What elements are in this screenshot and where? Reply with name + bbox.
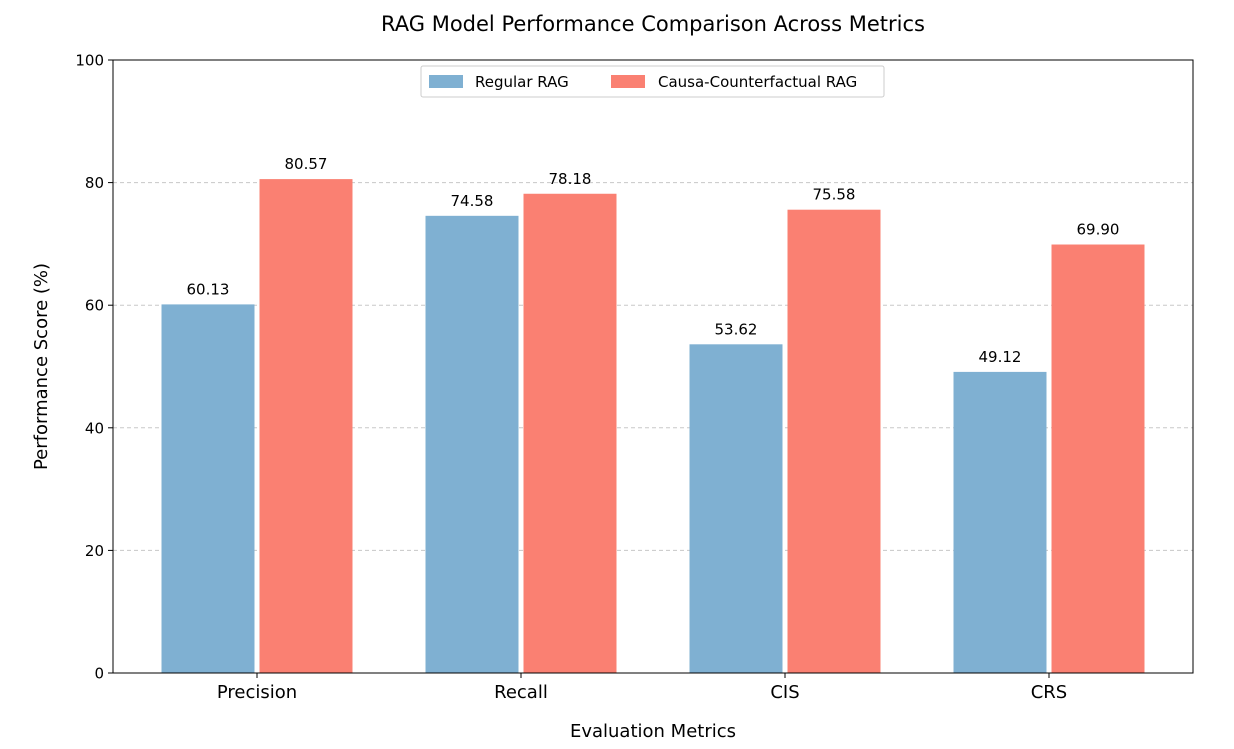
data-label-causa-counterfactual-rag-cis: 75.58: [813, 186, 856, 204]
bar-regular-rag-crs: [953, 371, 1047, 673]
x-axis-label: Evaluation Metrics: [570, 721, 736, 742]
legend-swatch-regular-rag: [429, 75, 463, 88]
bar-causa-counterfactual-rag-precision: [259, 179, 353, 673]
bars: [161, 179, 1145, 674]
legend-label-regular-rag: Regular RAG: [475, 73, 569, 91]
x-tick-label: Recall: [494, 682, 548, 703]
y-tick-label: 100: [75, 52, 104, 70]
x-tick-label: CIS: [770, 682, 799, 703]
y-tick-label: 80: [85, 174, 104, 192]
legend-swatch-causa-counterfactual-rag: [611, 75, 645, 88]
value-labels: 60.13 80.57 74.58 78.18 53.62 75.58 49.12 69.90: [187, 155, 1120, 366]
data-label-regular-rag-precision: 60.13: [187, 280, 230, 298]
data-label-causa-counterfactual-rag-precision: 80.57: [285, 155, 328, 173]
bar-regular-rag-precision: [161, 304, 255, 673]
bar-regular-rag-recall: [425, 215, 519, 674]
bar-causa-counterfactual-rag-recall: [523, 193, 617, 674]
y-tick-label: 20: [85, 542, 104, 560]
legend-label-causa-counterfactual-rag: Causa-Counterfactual RAG: [658, 73, 857, 91]
legend: Regular RAG Causa-Counterfactual RAG: [420, 65, 885, 98]
data-label-regular-rag-crs: 49.12: [979, 348, 1022, 366]
y-tick-label: 0: [94, 665, 104, 683]
data-label-regular-rag-cis: 53.62: [715, 320, 758, 338]
data-label-causa-counterfactual-rag-recall: 78.18: [549, 170, 592, 188]
y-tick-label: 40: [85, 419, 104, 437]
plot-frame: [112, 59, 1194, 674]
data-label-causa-counterfactual-rag-crs: 69.90: [1077, 221, 1120, 239]
legend-frame: [420, 65, 885, 98]
y-axis-label: Performance Score (%): [31, 263, 52, 470]
y-axis: 0 20 40 60 80 100: [75, 52, 113, 683]
x-axis: Precision Recall CIS CRS: [217, 673, 1067, 703]
bar-causa-counterfactual-rag-crs: [1051, 244, 1145, 673]
data-label-regular-rag-recall: 74.58: [451, 192, 494, 210]
bar-causa-counterfactual-rag-cis: [787, 209, 881, 674]
bar-regular-rag-cis: [689, 344, 783, 673]
x-tick-label: CRS: [1031, 682, 1068, 703]
y-tick-label: 60: [85, 297, 104, 315]
x-tick-label: Precision: [217, 682, 297, 703]
chart-title: RAG Model Performance Comparison Across …: [381, 12, 925, 36]
